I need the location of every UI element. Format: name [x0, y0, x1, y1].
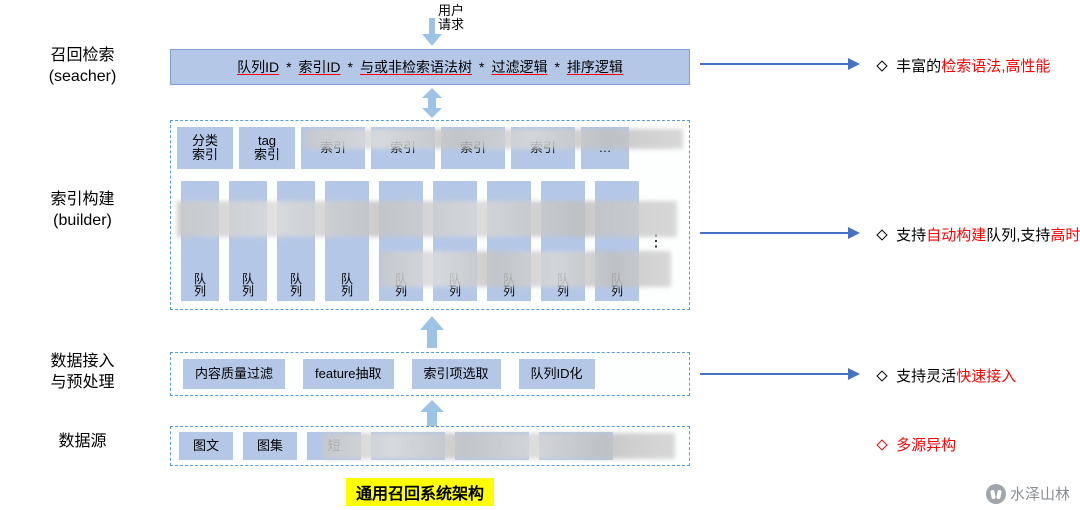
bar-item-3: 过滤逻辑 — [491, 57, 547, 77]
queue-cell: 队 列 — [487, 181, 531, 301]
diagram-title: 通用召回系统架构 — [346, 478, 494, 506]
preproc-item-3: 队列ID化 — [519, 359, 595, 389]
annot-arrowhead-3 — [848, 368, 862, 380]
queue-cell: 队 列 — [181, 181, 219, 301]
arrow-up-2 — [418, 398, 446, 428]
wechat-icon — [986, 484, 1006, 504]
annot-2: 支持自动构建队列,支持高时效性 — [878, 224, 1080, 245]
index-cell-5: 索引 — [511, 127, 575, 169]
index-cell-2: 索引 — [301, 127, 365, 169]
arrow-double-1 — [418, 86, 446, 120]
queue-ellipsis: ⋮ — [649, 181, 663, 301]
queue-cell: 队 列 — [541, 181, 585, 301]
queue-cell: 队 列 — [277, 181, 315, 301]
annot-line-1 — [700, 63, 850, 65]
bar-item-1: 索引ID — [299, 57, 341, 77]
preproc-item-0: 内容质量过滤 — [183, 359, 285, 389]
bullet-icon — [876, 370, 887, 381]
watermark-text: 水泽山林 — [1010, 483, 1070, 504]
source-item-3 — [371, 432, 445, 460]
source-item-1: 图集 — [243, 432, 297, 460]
watermark: 水泽山林 — [986, 483, 1070, 504]
index-cell-0: 分类 索引 — [177, 127, 233, 169]
annot-line-3 — [700, 373, 850, 375]
annot-arrowhead-1 — [848, 58, 862, 70]
arrow-down-user — [420, 18, 444, 48]
bar-item-4: 排序逻辑 — [567, 57, 623, 77]
annot-1: 丰富的检索语法,高性能 — [878, 55, 1050, 76]
index-cell-1: tag 索引 — [239, 127, 295, 169]
index-cell-3: 索引 — [371, 127, 435, 169]
annot-3: 支持灵活快速接入 — [878, 365, 1016, 386]
queue-cell: 队 列 — [595, 181, 639, 301]
bullet-icon — [876, 229, 887, 240]
annot-arrowhead-2 — [848, 227, 862, 239]
label-searcher: 召回检索 (seacher) — [0, 46, 165, 88]
bullet-icon — [876, 60, 887, 71]
annot-4: 多源异构 — [878, 434, 956, 455]
queue-cell: 队 列 — [379, 181, 423, 301]
source-box: 图文 图集 短 — [170, 426, 690, 466]
searcher-bar: 队列ID* 索引ID* 与或非检索语法树* 过滤逻辑* 排序逻辑 — [170, 49, 690, 85]
label-preproc: 数据接入 与预处理 — [0, 352, 165, 394]
label-builder: 索引构建 (builder) — [0, 190, 165, 232]
preproc-item-1: feature抽取 — [303, 359, 393, 389]
source-item-0: 图文 — [179, 432, 233, 460]
source-item-5 — [539, 432, 613, 460]
queue-cell: 队 列 — [433, 181, 477, 301]
preproc-box: 内容质量过滤 feature抽取 索引项选取 队列ID化 — [170, 352, 690, 396]
queue-cell: 队 列 — [229, 181, 267, 301]
index-cell-6: … — [581, 127, 629, 169]
bar-item-0: 队列ID — [237, 57, 279, 77]
arrow-up-1 — [418, 314, 446, 350]
source-item-4 — [455, 432, 529, 460]
builder-box: 分类 索引 tag 索引 索引 索引 索引 索引 … 队 列 队 列 队 列 队… — [170, 120, 690, 310]
queue-cell: 队 列 — [325, 181, 369, 301]
annot-line-2 — [700, 232, 850, 234]
bar-item-2: 与或非检索语法树 — [360, 57, 472, 77]
index-cell-4: 索引 — [441, 127, 505, 169]
bullet-icon — [876, 439, 887, 450]
source-item-2: 短 — [307, 432, 361, 460]
preproc-item-2: 索引项选取 — [412, 359, 501, 389]
label-source: 数据源 — [0, 432, 165, 453]
